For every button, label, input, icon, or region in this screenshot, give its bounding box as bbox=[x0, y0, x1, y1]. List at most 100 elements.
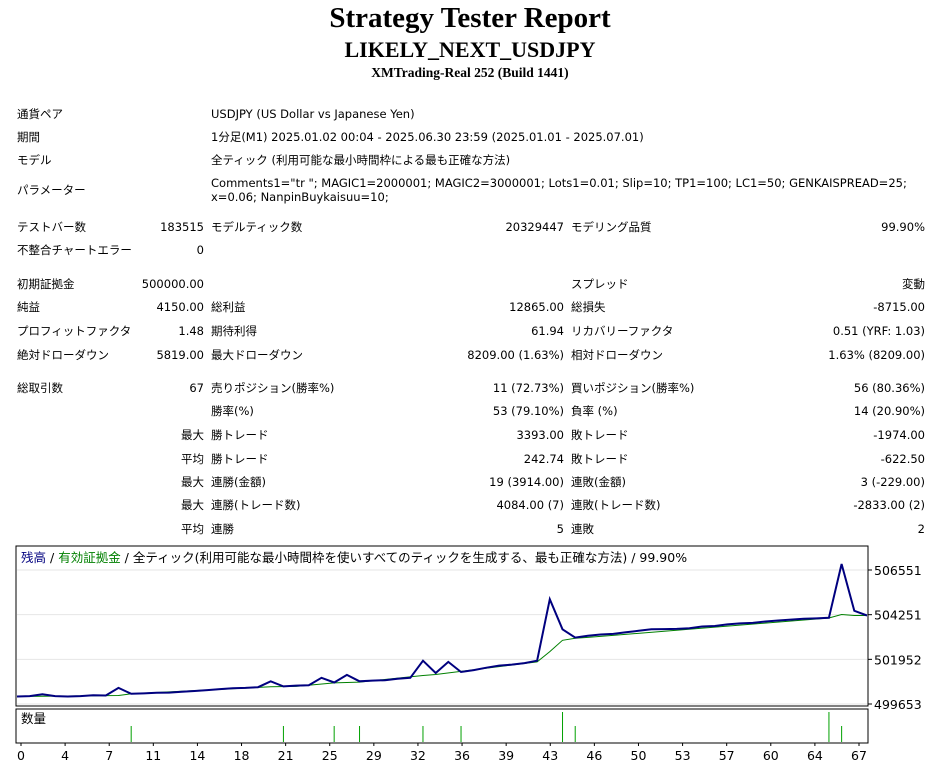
params-label: パラメーター bbox=[17, 183, 86, 197]
largest-win-value: 3393.00 bbox=[516, 428, 564, 442]
report-build: XMTrading-Real 252 (Build 1441) bbox=[371, 65, 569, 80]
consec-profit-label: 連勝(トレード数) bbox=[211, 498, 301, 512]
gross-loss-label: 総損失 bbox=[571, 300, 606, 314]
rel-dd-label: 相対ドローダウン bbox=[571, 348, 663, 362]
avg-win-value: 242.74 bbox=[523, 452, 564, 466]
abs-dd-value: 5819.00 bbox=[156, 348, 204, 362]
legend-equity: 有効証拠金 bbox=[58, 550, 121, 565]
x-tick-label: 7 bbox=[105, 748, 113, 763]
consec-wins-money-label: 連勝(金額) bbox=[211, 475, 266, 489]
deposit-value: 500000.00 bbox=[141, 277, 204, 291]
params-value: Comments1="tr "; MAGIC1=2000001; MAGIC2=… bbox=[211, 176, 907, 204]
pf-value: 1.48 bbox=[178, 324, 204, 338]
quality-label: モデリング品質 bbox=[571, 220, 652, 234]
quality-value: 99.90% bbox=[881, 220, 925, 234]
y-tick-label: 499653 bbox=[874, 697, 922, 712]
x-tick-label: 36 bbox=[454, 748, 470, 763]
x-tick-label: 67 bbox=[851, 748, 867, 763]
avg-consec-wins-value: 5 bbox=[556, 522, 564, 536]
trades-label: 総取引数 bbox=[17, 381, 63, 395]
x-tick-label: 32 bbox=[410, 748, 426, 763]
spread-label: スプレッド bbox=[571, 277, 629, 291]
x-tick-label: 25 bbox=[322, 748, 338, 763]
trades-value: 67 bbox=[189, 381, 204, 395]
avg-loss-label: 敗トレード bbox=[571, 452, 629, 466]
pf-label: プロフィットファクタ bbox=[17, 324, 132, 338]
consec-losses-money-value: 3 (-229.00) bbox=[860, 475, 925, 489]
x-tick-label: 46 bbox=[586, 748, 602, 763]
x-tick-label: 64 bbox=[807, 748, 823, 763]
pair-value: USDJPY (US Dollar vs Japanese Yen) bbox=[211, 107, 415, 121]
short-label: 売りポジション(勝率%) bbox=[211, 381, 335, 395]
x-tick-label: 11 bbox=[145, 748, 161, 763]
largest-win-label: 勝トレード bbox=[211, 428, 269, 442]
short-value: 11 (72.73%) bbox=[492, 381, 564, 395]
recovery-label: リカバリーファクタ bbox=[571, 324, 674, 338]
avg-win-label: 勝トレード bbox=[211, 452, 269, 466]
period-label: 期間 bbox=[17, 130, 40, 144]
max-dd-value: 8209.00 (1.63%) bbox=[467, 348, 564, 362]
y-tick-label: 506551 bbox=[874, 563, 922, 578]
x-tick-label: 39 bbox=[498, 748, 514, 763]
y-tick-label: 504251 bbox=[874, 608, 922, 623]
consec-loss-label: 連敗(トレード数) bbox=[571, 498, 661, 512]
gross-profit-label: 総利益 bbox=[211, 300, 246, 314]
max-consec-prefix: 最大 bbox=[181, 475, 204, 489]
long-value: 56 (80.36%) bbox=[853, 381, 925, 395]
model-value: 全ティック (利用可能な最小時間枠による最も正確な方法) bbox=[211, 153, 511, 167]
avg-loss-value: -622.50 bbox=[880, 452, 925, 466]
volume-bars bbox=[130, 712, 843, 742]
expected-label: 期待利得 bbox=[211, 324, 257, 338]
x-tick-label: 4 bbox=[61, 748, 69, 763]
largest-loss-label: 敗トレード bbox=[571, 428, 629, 442]
ticks-label: モデルティック数 bbox=[211, 220, 303, 234]
gross-loss-value: -8715.00 bbox=[873, 300, 925, 314]
consec-loss-value: -2833.00 (2) bbox=[853, 498, 925, 512]
consec-wins-money-value: 19 (3914.00) bbox=[489, 475, 564, 489]
x-tick-label: 57 bbox=[719, 748, 735, 763]
y-axis-labels: 506551 504251 501952 499653 bbox=[874, 563, 922, 712]
net-value: 4150.00 bbox=[156, 300, 204, 314]
deposit-label: 初期証拠金 bbox=[17, 277, 75, 291]
legend-balance: 残高 bbox=[21, 550, 46, 565]
net-label: 純益 bbox=[17, 300, 40, 314]
max-consec2-prefix: 最大 bbox=[181, 498, 204, 512]
avg-consec-prefix: 平均 bbox=[181, 522, 204, 536]
report-title: Strategy Tester Report bbox=[329, 2, 611, 34]
largest-prefix: 最大 bbox=[181, 428, 204, 442]
x-tick-label: 21 bbox=[278, 748, 294, 763]
mismatch-value: 0 bbox=[196, 243, 204, 257]
spread-value: 変動 bbox=[902, 277, 925, 291]
x-axis-labels: 0 4 7 11 14 18 21 25 29 32 36 39 43 46 50 53 57 60 64 67 bbox=[17, 743, 867, 763]
winrate-label: 勝率(%) bbox=[211, 404, 254, 418]
recovery-value: 0.51 (YRF: 1.03) bbox=[832, 324, 925, 338]
bars-value: 183515 bbox=[160, 220, 204, 234]
period-value: 1分足(M1) 2025.01.02 00:04 - 2025.06.30 23… bbox=[211, 130, 644, 144]
x-tick-label: 0 bbox=[17, 748, 25, 763]
largest-loss-value: -1974.00 bbox=[873, 428, 925, 442]
avg-consec-losses-label: 連敗 bbox=[571, 522, 594, 536]
max-dd-label: 最大ドローダウン bbox=[211, 348, 303, 362]
expected-value: 61.94 bbox=[531, 324, 564, 338]
model-label: モデル bbox=[17, 153, 52, 167]
x-tick-label: 29 bbox=[366, 748, 382, 763]
x-tick-label: 18 bbox=[234, 748, 250, 763]
consec-losses-money-label: 連敗(金額) bbox=[571, 475, 626, 489]
legend-description: 全ティック(利用可能な最小時間枠を使いすべてのティックを生成する、最も正確な方法… bbox=[133, 550, 687, 565]
long-label: 買いポジション(勝率%) bbox=[571, 381, 695, 395]
balance-series-line bbox=[16, 563, 868, 698]
x-tick-label: 43 bbox=[542, 748, 558, 763]
consec-profit-value: 4084.00 (7) bbox=[496, 498, 564, 512]
avg-consec-wins-label: 連勝 bbox=[211, 522, 234, 536]
chart-gridlines bbox=[17, 569, 872, 705]
avg-consec-losses-value: 2 bbox=[917, 522, 925, 536]
abs-dd-label: 絶対ドローダウン bbox=[17, 348, 109, 362]
volume-frame bbox=[15, 708, 869, 744]
x-tick-label: 50 bbox=[631, 748, 647, 763]
ticks-value: 20329447 bbox=[505, 220, 564, 234]
report-subtitle: LIKELY_NEXT_USDJPY bbox=[344, 37, 596, 62]
chart-legend: 残高 / 有効証拠金 / 全ティック(利用可能な最小時間枠を使いすべてのティック… bbox=[21, 550, 687, 565]
legend-sep-2: / bbox=[121, 550, 133, 565]
rel-dd-value: 1.63% (8209.00) bbox=[828, 348, 925, 362]
